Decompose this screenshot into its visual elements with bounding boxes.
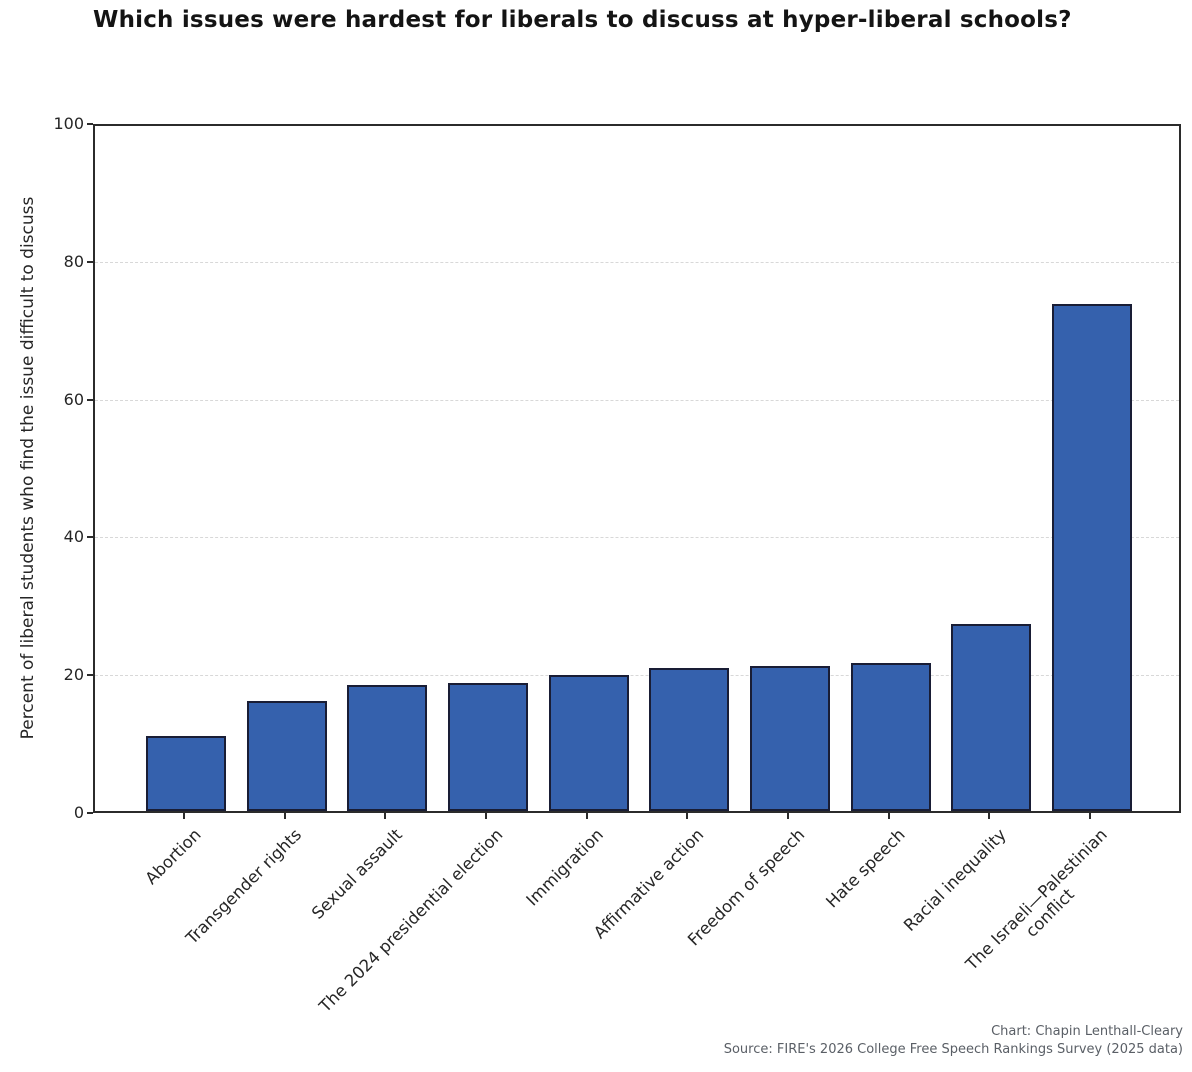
gridline-40 <box>95 537 1179 539</box>
x-tick-label-abortion: Abortion <box>141 825 205 889</box>
y-tick-mark-60 <box>87 398 93 401</box>
x-tick-mark-sexual-assault <box>384 813 387 819</box>
x-tick-mark-affirmative-action <box>686 813 689 819</box>
gridline-20 <box>95 675 1179 677</box>
plot-area <box>93 124 1181 813</box>
x-tick-mark-freedom-of-speech <box>787 813 789 819</box>
x-tick-mark-the-2024-presidential-election <box>485 813 487 819</box>
bar-sexual-assault <box>347 684 428 811</box>
x-tick-mark-hate-speech <box>887 813 890 819</box>
x-tick-label-affirmative-action: Affirmative action <box>590 825 708 943</box>
chart-title: Which issues were hardest for liberals t… <box>93 7 1072 33</box>
y-tick-label-0: 0 <box>73 803 84 822</box>
bar-abortion <box>146 735 226 811</box>
x-tick-label-hate-speech: Hate speech <box>822 825 910 912</box>
bar-the-israeli-palestinian-conflict <box>1052 303 1132 811</box>
chart-credit: Chart: Chapin Lenthall-Cleary <box>991 1024 1183 1039</box>
y-tick-mark-20 <box>87 674 93 677</box>
y-tick-mark-80 <box>87 260 93 263</box>
y-tick-mark-100 <box>87 123 93 125</box>
x-tick-mark-racial-inequality <box>988 813 991 819</box>
y-tick-mark-0 <box>87 812 93 814</box>
x-tick-mark-abortion <box>183 813 185 819</box>
bar-freedom-of-speech <box>750 666 830 811</box>
bar-the-2024-presidential-election <box>448 682 528 811</box>
x-tick-mark-the-israeli-palestinian-conflict <box>1089 813 1091 819</box>
credits-block: Chart: Chapin Lenthall-Cleary Source: FI… <box>724 1023 1183 1059</box>
x-tick-mark-transgender-rights <box>283 813 286 819</box>
x-tick-label-sexual-assault: Sexual assault <box>307 825 406 923</box>
y-tick-label-80: 80 <box>63 251 84 271</box>
x-tick-label-racial-inequality: Racial inequality <box>899 825 1010 935</box>
x-tick-label-transgender-rights: Transgender rights <box>182 825 306 948</box>
source-credit: Source: FIRE's 2026 College Free Speech … <box>723 1042 1183 1057</box>
bar-hate-speech <box>850 662 931 811</box>
x-tick-mark-immigration <box>585 813 588 819</box>
bar-transgender-rights <box>246 701 327 811</box>
y-tick-mark-40 <box>87 536 93 539</box>
x-tick-label-immigration: Immigration <box>522 825 608 910</box>
bar-racial-inequality <box>951 623 1032 811</box>
y-tick-label-60: 60 <box>63 389 84 409</box>
y-axis-label: Percent of liberal students who find the… <box>18 196 38 740</box>
bar-immigration <box>548 674 629 811</box>
gridline-60 <box>95 399 1179 401</box>
y-tick-label-40: 40 <box>63 527 84 547</box>
bar-affirmative-action <box>649 667 730 811</box>
gridline-80 <box>95 261 1179 263</box>
y-tick-label-20: 20 <box>63 665 84 685</box>
x-tick-label-the-2024-presidential-election: The 2024 presidential election <box>315 825 507 1016</box>
y-tick-label-100: 100 <box>53 114 84 133</box>
